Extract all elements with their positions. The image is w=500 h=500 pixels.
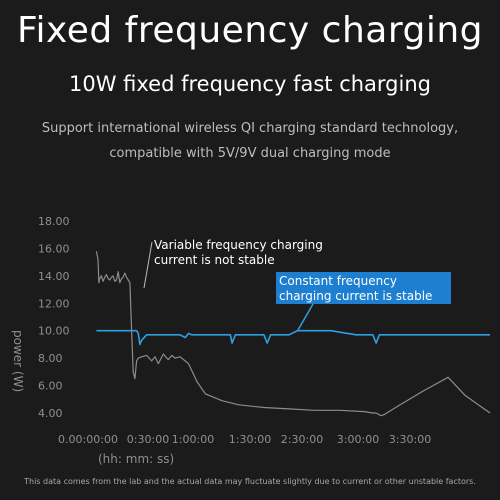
x-tick-label: 2:30:00 (281, 433, 323, 446)
annotation-constant-bg (276, 272, 451, 304)
y-tick-label: 18.00 (38, 215, 70, 228)
page-subtitle: 10W fixed frequency fast charging (68, 72, 431, 96)
x-axis-label: (hh: mm: ss) (98, 452, 174, 466)
footnote: This data comes from the lab and the act… (24, 477, 476, 486)
annotation-variable-line-1: Variable frequency charging (154, 238, 323, 252)
y-tick-label: 10.00 (38, 325, 70, 338)
description-line-1: Support international wireless QI chargi… (41, 121, 459, 136)
y-tick-label: 6.00 (38, 380, 63, 393)
annotation-constant-line-2: charging current is stable (279, 289, 432, 303)
page-title: Fixed frequency charging (16, 10, 484, 51)
x-axis-ticks: 0.00:00:00 0:30:00 1:00:00 1:30:00 2:30:00 3:… (58, 433, 431, 446)
y-tick-label: 8.00 (38, 352, 63, 365)
x-tick-label: 3:30:00 (389, 433, 431, 446)
x-tick-label: 1:00:00 (172, 433, 214, 446)
y-tick-label: 12.00 (38, 297, 70, 310)
series-line-variable-frequency (95, 251, 491, 417)
description-line-2: compatible with 5V/9V dual charging mode (109, 146, 391, 161)
y-tick-label: 14.00 (38, 270, 70, 283)
annotation-constant-frequency: Constant frequency charging current is s… (276, 272, 451, 331)
annotation-variable-line-2: current is not stable (154, 253, 275, 267)
x-tick-label: 3:00:00 (337, 433, 379, 446)
y-axis-ticks: 4.00 6.00 8.00 10.00 12.00 14.00 16.00 18.00 (38, 215, 70, 420)
x-tick-label: 0:30:00 (127, 433, 169, 446)
annotation-constant-line-1: Constant frequency (279, 274, 397, 288)
series-line-fixed-frequency (96, 329, 490, 346)
annotation-variable-frequency: Variable frequency charging current is n… (143, 236, 347, 289)
y-tick-label: 4.00 (38, 407, 63, 420)
x-tick-label: 1:30:00 (229, 433, 271, 446)
annotation-constant-pointer (297, 303, 314, 331)
y-tick-label: 16.00 (38, 242, 70, 255)
x-tick-label: 0.00:00:00 (58, 433, 118, 446)
series-lines (95, 251, 491, 417)
annotation-variable-pointer (143, 241, 153, 289)
y-axis-label: power (W) (11, 330, 25, 392)
annotation-variable-bg (151, 236, 347, 268)
